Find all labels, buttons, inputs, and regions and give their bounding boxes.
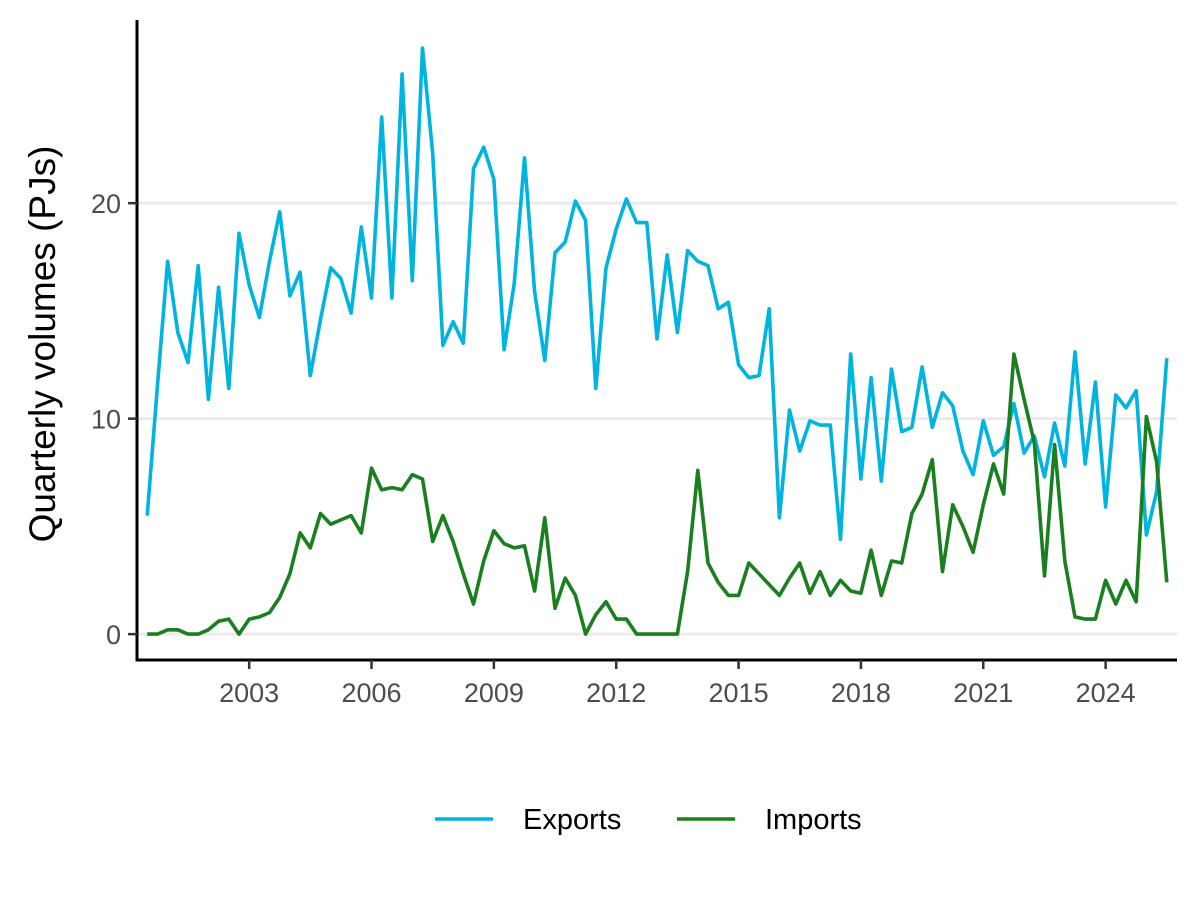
x-tick-label: 2012 — [586, 678, 646, 708]
series-line-imports — [147, 352, 1169, 636]
x-tick-label: 2018 — [831, 678, 891, 708]
x-tick-label: 2024 — [1076, 678, 1136, 708]
x-axis-ticks: 2003 2006 2009 2012 2015 2018 2021 2024 — [219, 660, 1136, 708]
legend-label-exports: Exports — [523, 804, 621, 836]
x-tick-label: 2009 — [464, 678, 524, 708]
x-tick-label: 2015 — [709, 678, 769, 708]
y-axis-title: Quarterly volumes (PJs) — [22, 146, 63, 543]
y-tick-label: 20 — [91, 189, 121, 219]
x-tick-label: 2021 — [953, 678, 1013, 708]
axes — [135, 20, 1177, 662]
legend-label-imports: Imports — [765, 804, 862, 836]
y-tick-label: 10 — [91, 405, 121, 435]
x-tick-label: 2003 — [219, 678, 279, 708]
x-tick-label: 2006 — [341, 678, 401, 708]
gridlines — [137, 201, 1177, 636]
series-lines — [145, 46, 1169, 636]
series-line-exports — [145, 46, 1169, 542]
y-axis-ticks: 0 10 20 — [91, 189, 137, 650]
legend: Exports Imports — [435, 804, 862, 836]
y-tick-label: 0 — [106, 620, 121, 650]
